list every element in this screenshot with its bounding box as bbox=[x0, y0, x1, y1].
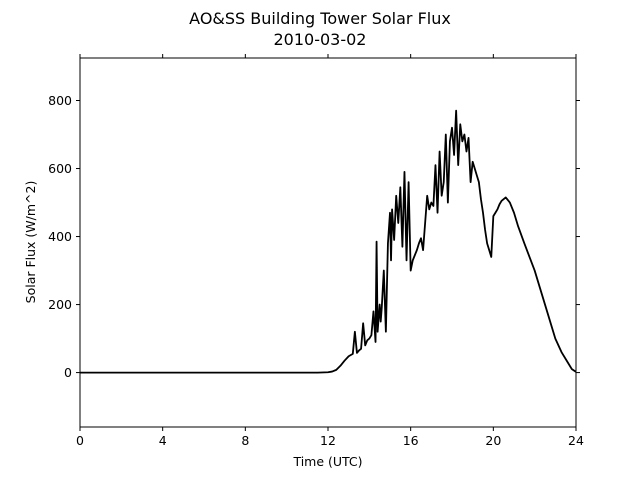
x-tick-label: 24 bbox=[568, 433, 584, 448]
y-tick-label: 0 bbox=[64, 365, 72, 380]
x-axis-ticks: 0 4 8 12 16 20 24 bbox=[76, 54, 584, 448]
y-tick-label: 600 bbox=[48, 161, 72, 176]
chart-subtitle: 2010-03-02 bbox=[274, 30, 367, 49]
series-layer bbox=[80, 109, 577, 374]
x-tick-label: 4 bbox=[159, 433, 167, 448]
y-tick-label: 400 bbox=[48, 229, 72, 244]
y-axis-ticks: 0 200 400 600 800 bbox=[48, 93, 580, 380]
series-line-0 bbox=[80, 109, 577, 374]
x-axis-label: Time (UTC) bbox=[292, 454, 362, 469]
y-axis-label: Solar Flux (W/m^2) bbox=[23, 181, 38, 304]
y-tick-label: 800 bbox=[48, 93, 72, 108]
x-tick-label: 16 bbox=[403, 433, 419, 448]
y-tick-label: 200 bbox=[48, 297, 72, 312]
chart-title: AO&SS Building Tower Solar Flux bbox=[189, 9, 451, 28]
x-tick-label: 8 bbox=[241, 433, 249, 448]
x-tick-label: 20 bbox=[485, 433, 501, 448]
x-tick-label: 12 bbox=[320, 433, 336, 448]
x-tick-label: 0 bbox=[76, 433, 84, 448]
